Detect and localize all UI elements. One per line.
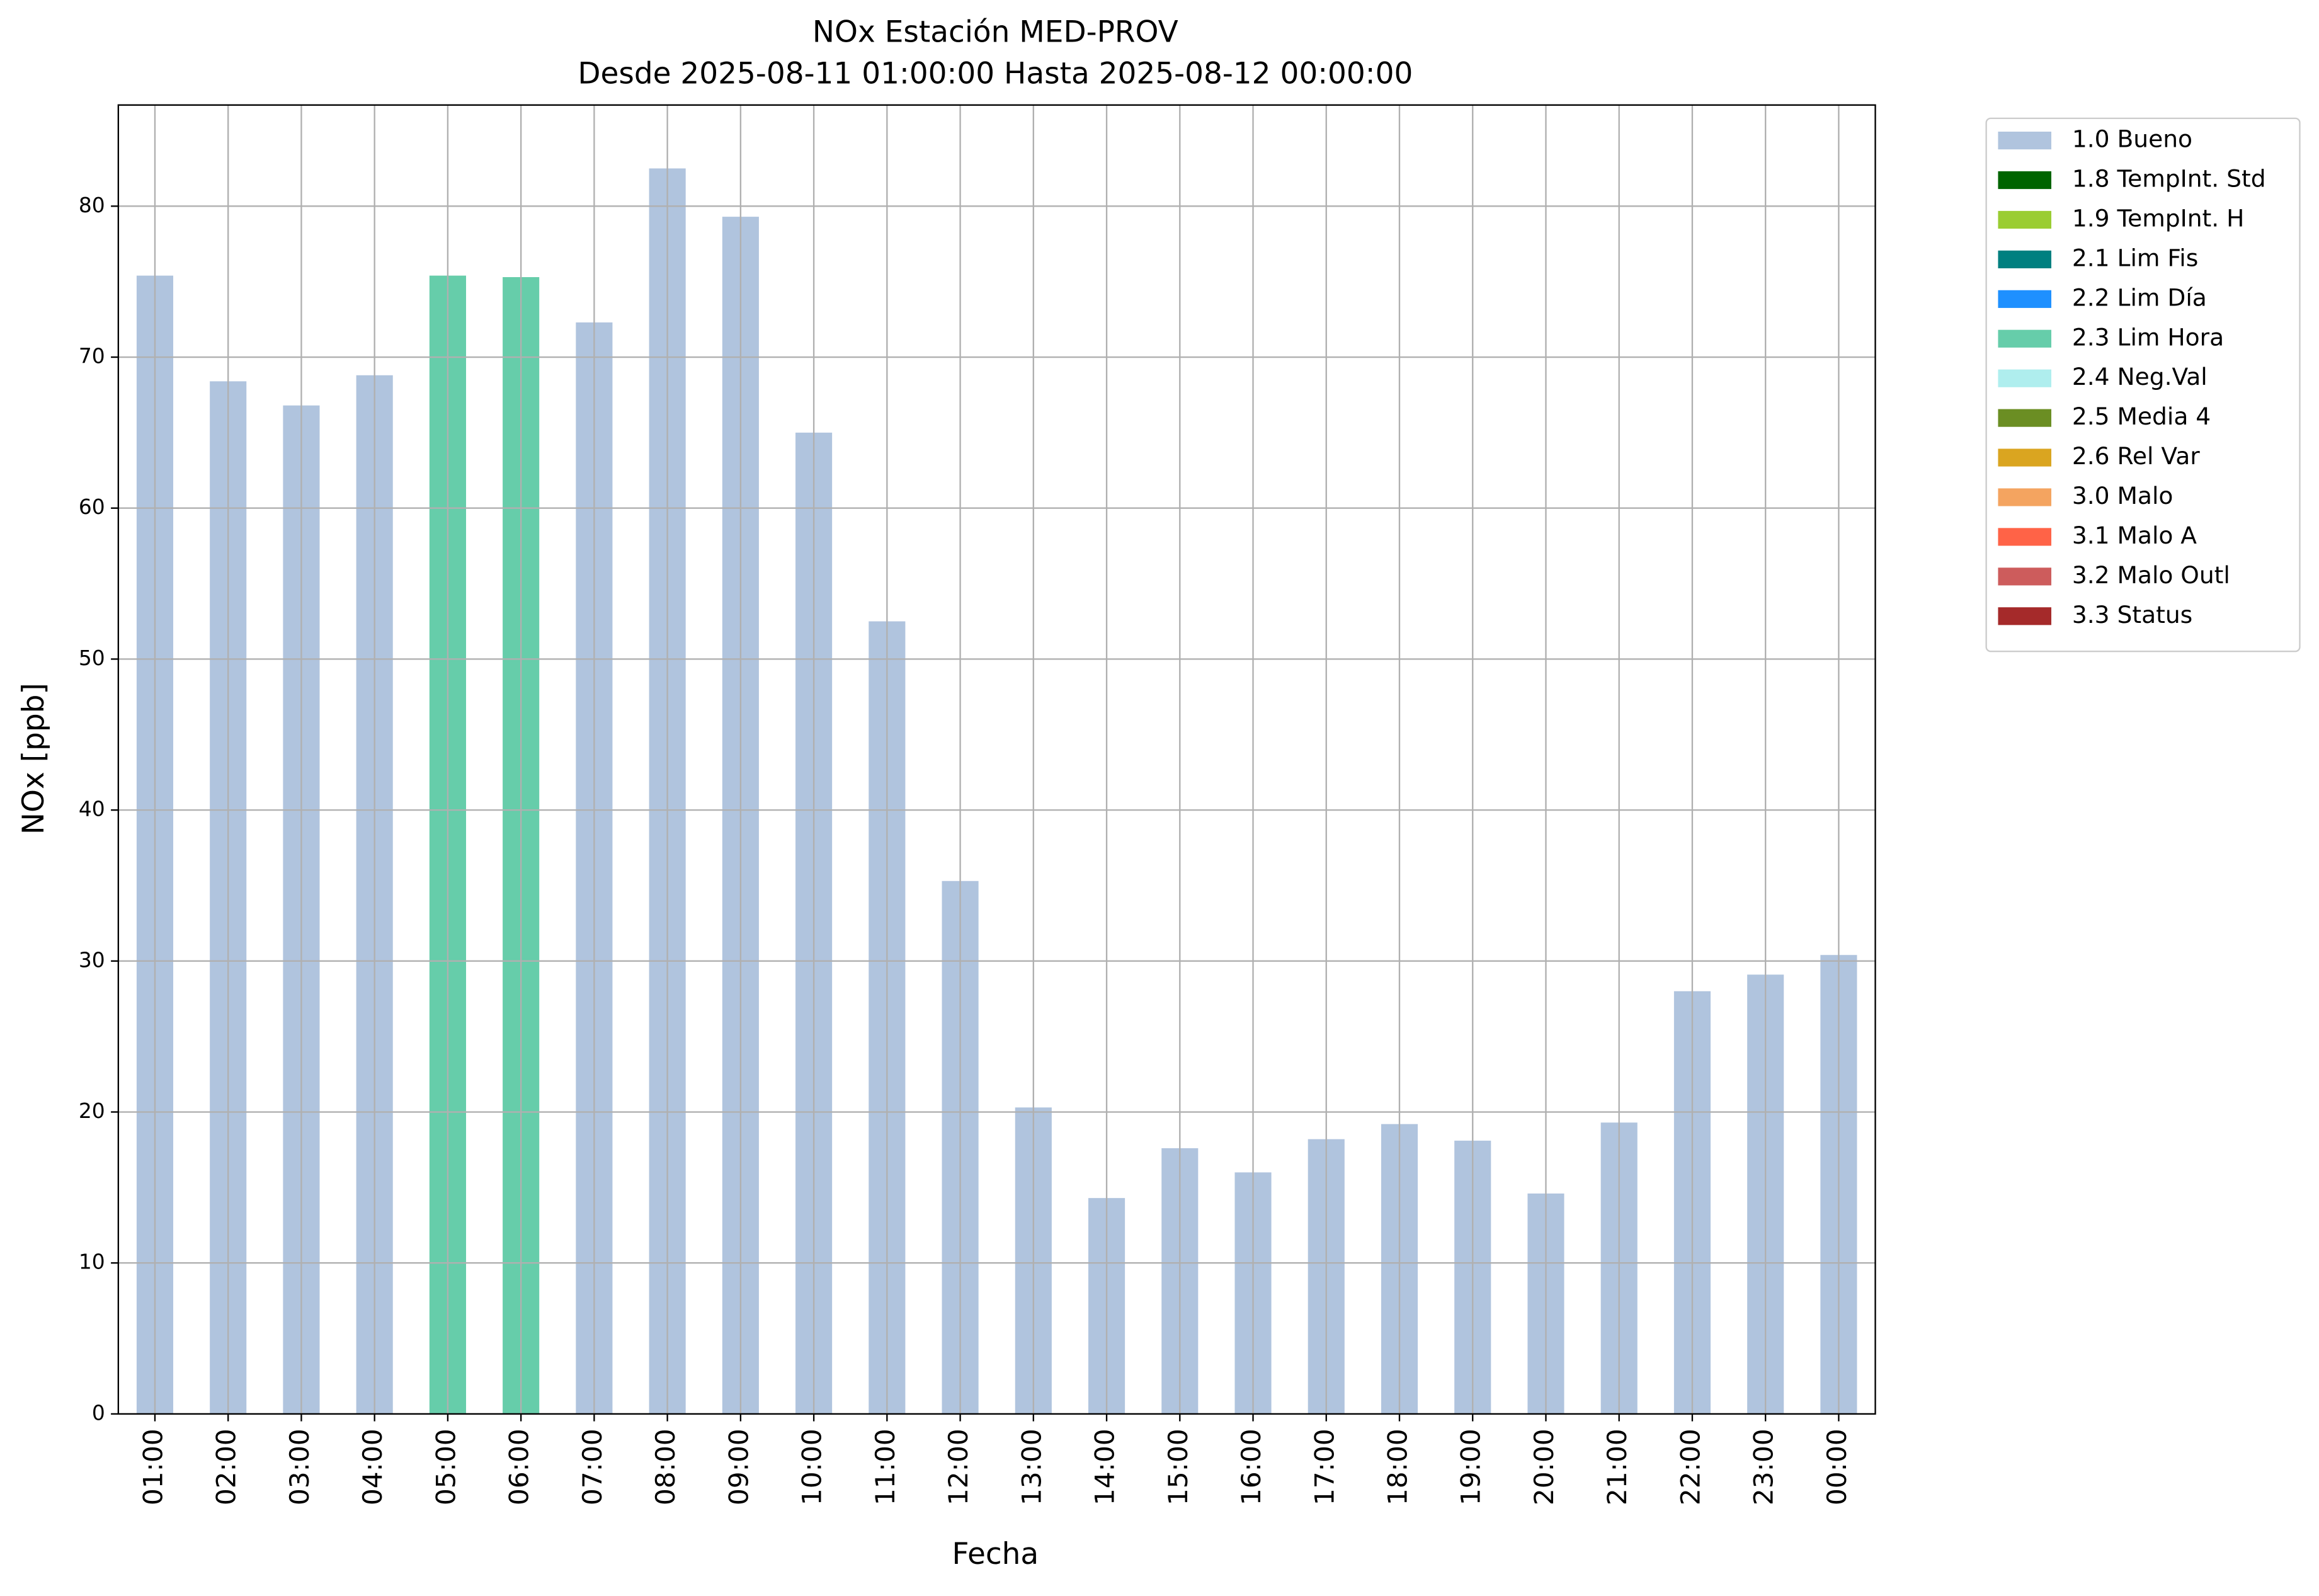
x-tick-label: 08:00 — [650, 1428, 681, 1505]
chart-title: NOx Estación MED-PROV — [812, 15, 1178, 50]
legend-label: 2.6 Rel Var — [2072, 442, 2200, 470]
x-tick-label: 17:00 — [1309, 1428, 1340, 1505]
legend-swatch — [1998, 369, 2051, 387]
legend-swatch — [1998, 607, 2051, 625]
x-tick-label: 20:00 — [1529, 1428, 1559, 1505]
x-tick-label: 10:00 — [797, 1428, 828, 1505]
y-tick-label: 50 — [79, 646, 105, 670]
legend-label: 2.4 Neg.Val — [2072, 363, 2208, 390]
y-axis-label: NOx [ppb] — [16, 683, 51, 835]
x-tick-label: 22:00 — [1675, 1428, 1706, 1505]
x-tick-label: 03:00 — [284, 1428, 315, 1505]
legend-label: 3.1 Malo A — [2072, 522, 2197, 549]
y-tick-label: 30 — [79, 947, 105, 972]
legend-label: 2.2 Lim Día — [2072, 283, 2207, 311]
x-tick-label: 12:00 — [943, 1428, 974, 1505]
legend-label: 3.2 Malo Outl — [2072, 561, 2230, 589]
legend-swatch — [1998, 250, 2051, 268]
x-tick-label: 14:00 — [1090, 1428, 1120, 1505]
legend-label: 1.8 TempInt. Std — [2072, 165, 2266, 193]
x-tick-label: 23:00 — [1748, 1428, 1779, 1505]
x-tick-label: 05:00 — [430, 1428, 461, 1505]
legend-swatch — [1998, 409, 2051, 427]
x-tick-label: 13:00 — [1016, 1428, 1047, 1505]
legend-label: 3.3 Status — [2072, 601, 2192, 629]
x-tick-label: 18:00 — [1382, 1428, 1413, 1505]
chart-subtitle: Desde 2025-08-11 01:00:00 Hasta 2025-08-… — [578, 56, 1413, 91]
x-tick-label: 19:00 — [1456, 1428, 1486, 1505]
x-tick-label: 02:00 — [211, 1428, 242, 1505]
x-tick-label: 01:00 — [137, 1428, 168, 1505]
legend-swatch — [1998, 528, 2051, 546]
y-tick-label: 80 — [79, 193, 105, 217]
legend-label: 1.0 Bueno — [2072, 125, 2192, 153]
x-tick-label: 04:00 — [357, 1428, 388, 1505]
x-tick-label: 09:00 — [723, 1428, 754, 1505]
legend-label: 3.0 Malo — [2072, 482, 2174, 510]
legend-label: 2.5 Media 4 — [2072, 402, 2211, 430]
y-tick-label: 10 — [79, 1250, 105, 1274]
y-tick-label: 70 — [79, 344, 105, 368]
y-tick-label: 60 — [79, 494, 105, 519]
x-tick-label: 15:00 — [1163, 1428, 1194, 1505]
legend-label: 2.1 Lim Fis — [2072, 244, 2198, 271]
legend-swatch — [1998, 329, 2051, 348]
legend-swatch — [1998, 171, 2051, 190]
x-axis-label: Fecha — [952, 1537, 1039, 1571]
x-tick-label: 11:00 — [870, 1428, 901, 1505]
x-tick-label: 16:00 — [1236, 1428, 1267, 1505]
legend-swatch — [1998, 488, 2051, 506]
legend-swatch — [1998, 210, 2051, 229]
legend-swatch — [1998, 290, 2051, 308]
legend-label: 1.9 TempInt. H — [2072, 204, 2245, 232]
legend-swatch — [1998, 567, 2051, 586]
legend-swatch — [1998, 132, 2051, 150]
legend-swatch — [1998, 448, 2051, 467]
legend-box — [1985, 117, 2301, 653]
x-tick-label: 07:00 — [577, 1428, 608, 1505]
x-tick-label: 21:00 — [1602, 1428, 1632, 1505]
x-tick-label: 00:00 — [1821, 1428, 1852, 1505]
plot-frame — [117, 104, 1876, 1415]
y-tick-label: 20 — [79, 1098, 105, 1123]
x-tick-label: 06:00 — [504, 1428, 535, 1505]
y-tick-label: 0 — [92, 1400, 105, 1425]
legend-label: 2.3 Lim Hora — [2072, 323, 2224, 351]
y-tick-label: 40 — [79, 797, 105, 821]
